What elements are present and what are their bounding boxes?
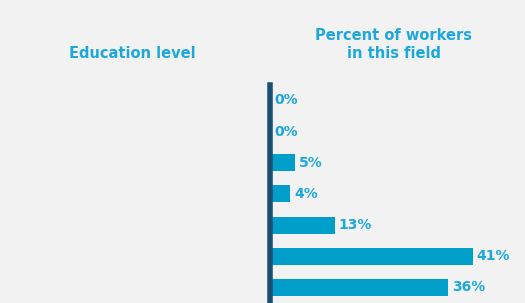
Text: Percent of workers
in this field: Percent of workers in this field (315, 28, 472, 61)
Text: 0%: 0% (275, 125, 298, 138)
Bar (270, 279, 448, 296)
Bar (270, 217, 334, 234)
Text: 36%: 36% (452, 280, 485, 295)
Text: 0%: 0% (275, 93, 298, 108)
Bar (270, 185, 290, 202)
Text: 5%: 5% (299, 156, 323, 170)
Text: 13%: 13% (339, 218, 372, 232)
Text: 41%: 41% (477, 249, 510, 263)
Bar (270, 154, 295, 171)
Bar (270, 248, 472, 265)
Text: 4%: 4% (294, 187, 318, 201)
Text: Education level: Education level (69, 45, 196, 61)
